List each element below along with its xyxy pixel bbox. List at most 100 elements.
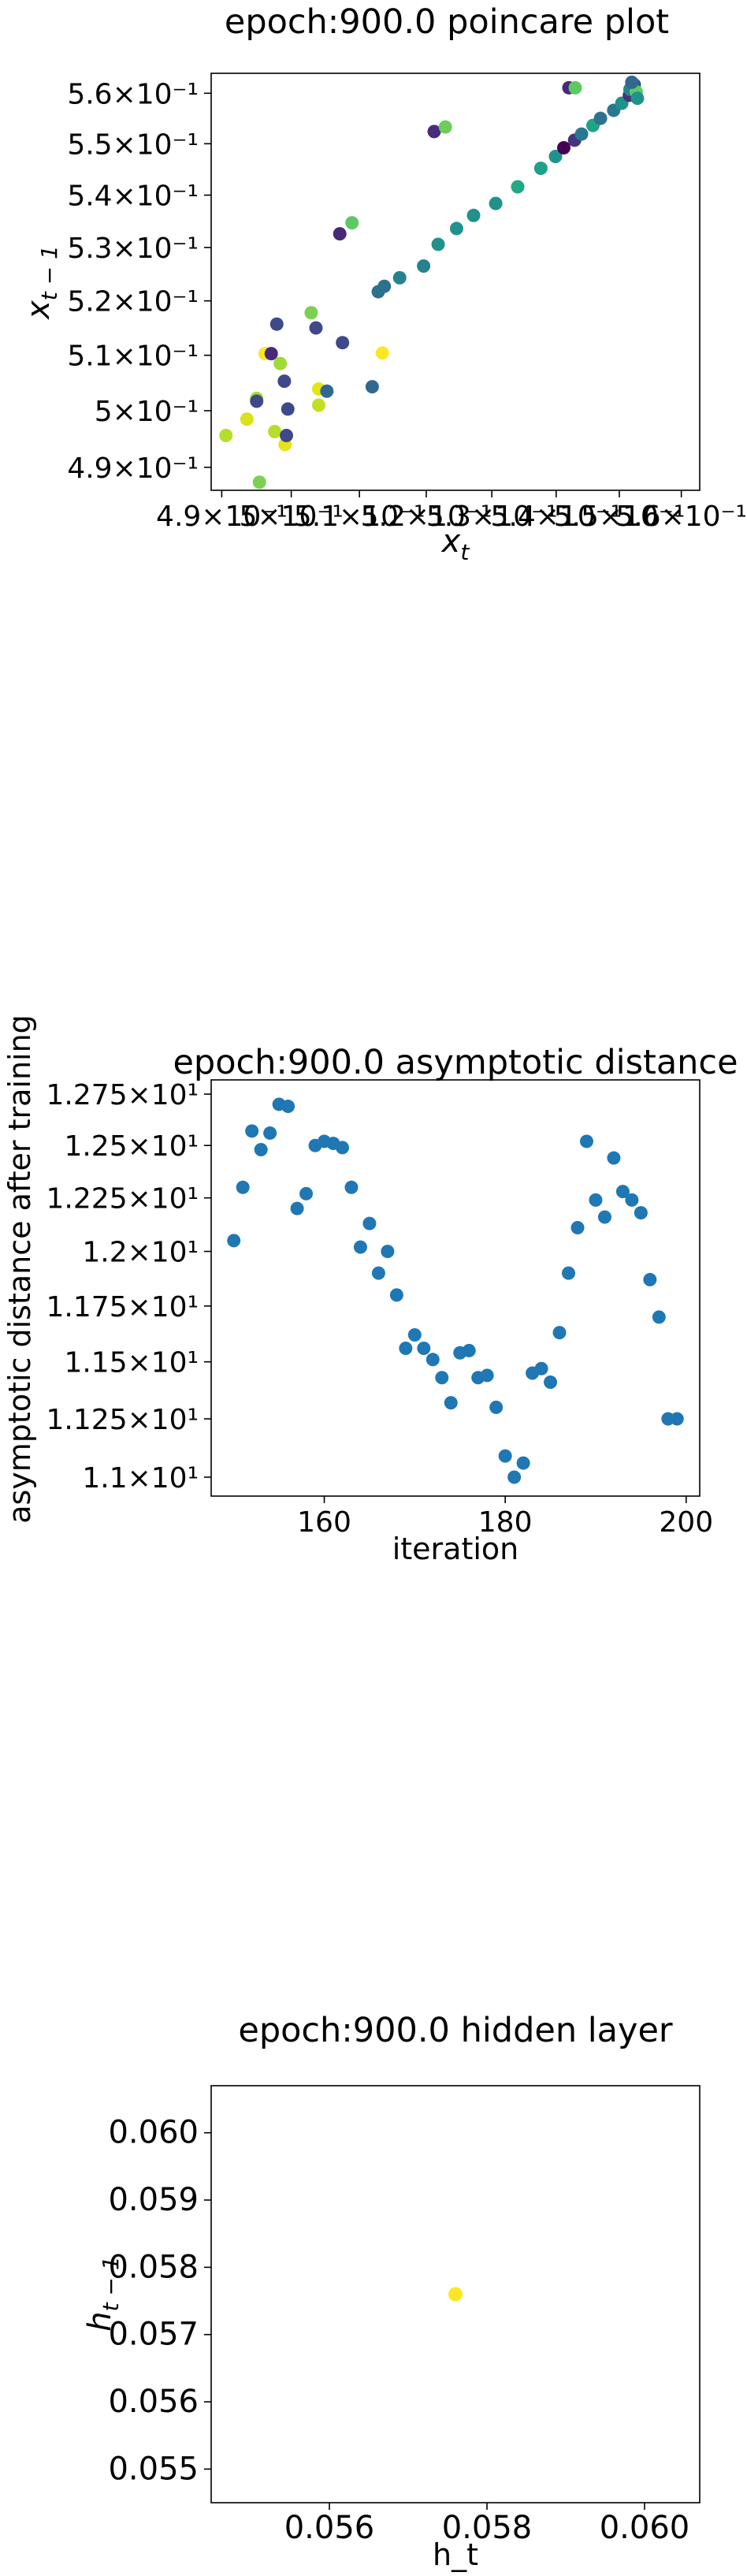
scatter-point bbox=[309, 321, 323, 335]
scatter-point bbox=[311, 398, 325, 412]
scatter-point bbox=[489, 1400, 504, 1414]
poincare-y-label-group: xt − 1 bbox=[20, 245, 62, 321]
scatter-point bbox=[290, 1201, 304, 1215]
scatter-point bbox=[466, 208, 481, 222]
x-tick-label: 5.1×10⁻¹ bbox=[294, 501, 426, 533]
asymptotic-distance-chart: epoch:900.0 asymptotic distance 1.1×10¹ 1… bbox=[2, 1014, 738, 1566]
x-tick-label: 4.9×10⁻¹ bbox=[156, 501, 288, 533]
y-tick-label: 1.125×10¹ bbox=[46, 1404, 199, 1436]
scatter-point bbox=[597, 1210, 611, 1224]
x-tick-label: 0.056 bbox=[284, 2510, 375, 2546]
y-tick-label: 1.2×10¹ bbox=[82, 1237, 199, 1269]
scatter-point bbox=[417, 1342, 431, 1356]
scatter-point bbox=[245, 1124, 259, 1138]
scatter-point bbox=[448, 2287, 463, 2302]
scatter-point bbox=[240, 412, 254, 426]
scatter-point bbox=[615, 1185, 630, 1199]
scatter-point bbox=[344, 1180, 359, 1194]
scatter-point bbox=[534, 1361, 548, 1375]
x-tick-label: 5.4×10⁻¹ bbox=[490, 501, 622, 533]
scatter-point bbox=[389, 1288, 403, 1302]
scatter-point bbox=[263, 1126, 277, 1140]
scatter-point bbox=[227, 1234, 241, 1248]
scatter-point bbox=[254, 1142, 268, 1156]
hidden-x-label: h_t bbox=[433, 2537, 478, 2572]
scatter-point bbox=[417, 259, 431, 274]
y-tick-label: 1.225×10¹ bbox=[46, 1183, 199, 1215]
scatter-point bbox=[269, 317, 284, 331]
x-tick-label: 5.6×10⁻¹ bbox=[615, 501, 747, 533]
scatter-point bbox=[589, 1193, 603, 1207]
scatter-point bbox=[431, 237, 445, 251]
y-tick-label: 1.1×10¹ bbox=[82, 1462, 199, 1495]
hidden-x-ticks: 0.056 0.058 0.060 bbox=[284, 2503, 690, 2546]
scatter-point bbox=[498, 1449, 512, 1463]
scatter-point bbox=[236, 1180, 250, 1194]
scatter-point bbox=[277, 374, 292, 389]
asymptotic-title: epoch:900.0 asymptotic distance bbox=[173, 1043, 738, 1082]
y-tick-label: 1.15×10¹ bbox=[64, 1347, 199, 1379]
scatter-point bbox=[607, 1151, 621, 1165]
poincare-y-label: xt − 1 bbox=[20, 245, 62, 321]
y-tick-label: 0.055 bbox=[108, 2451, 199, 2487]
scatter-point bbox=[533, 161, 548, 175]
scatter-point bbox=[489, 196, 503, 210]
scatter-point bbox=[444, 1396, 458, 1410]
scatter-point bbox=[365, 380, 379, 394]
scatter-point bbox=[381, 1245, 395, 1259]
y-tick-label: 1.275×10¹ bbox=[46, 1079, 199, 1111]
y-tick-label: 1.25×10¹ bbox=[64, 1130, 199, 1163]
scatter-point bbox=[362, 1216, 377, 1230]
asymptotic-x-ticks: 160 180 200 bbox=[297, 1496, 713, 1539]
scatter-point bbox=[264, 347, 278, 361]
scatter-point bbox=[299, 1186, 314, 1201]
scatter-point bbox=[281, 1100, 295, 1114]
scatter-point bbox=[280, 428, 294, 442]
scatter-point bbox=[670, 1412, 684, 1426]
y-tick-label: 0.059 bbox=[108, 2182, 199, 2218]
scatter-point bbox=[427, 125, 441, 139]
poincare-chart: epoch:900.0 poincare plot 4.9×10⁻¹5×10⁻¹… bbox=[20, 2, 747, 565]
scatter-point bbox=[435, 1371, 449, 1385]
hidden-layer-chart: epoch:900.0 hidden layer 0.055 0.056 0.057… bbox=[82, 2011, 701, 2572]
scatter-point bbox=[304, 306, 318, 320]
poincare-points bbox=[219, 75, 645, 490]
hidden-title: epoch:900.0 hidden layer bbox=[238, 2011, 673, 2050]
x-tick-label: 5.5×10⁻¹ bbox=[554, 501, 686, 533]
scatter-point bbox=[407, 1327, 422, 1342]
y-tick-label: 5×10⁻¹ bbox=[95, 396, 199, 428]
hidden-y-label: ht − 1 bbox=[82, 2256, 124, 2331]
y-tick-label: 5.3×10⁻¹ bbox=[67, 233, 199, 265]
scatter-point bbox=[250, 394, 264, 408]
scatter-point bbox=[252, 475, 266, 490]
scatter-point bbox=[219, 428, 233, 442]
scatter-point bbox=[568, 80, 582, 95]
scatter-point bbox=[579, 1134, 593, 1148]
scatter-point bbox=[273, 356, 288, 370]
scatter-point bbox=[375, 346, 389, 360]
scatter-point bbox=[333, 227, 347, 241]
x-tick-label: 200 bbox=[659, 1506, 713, 1539]
scatter-point bbox=[643, 1272, 657, 1286]
asymptotic-plot-frame bbox=[210, 1079, 701, 1497]
poincare-y-ticks: 4.9×10⁻¹ 5×10⁻¹ 5.1×10⁻¹ 5.2×10⁻¹ 5.3×10⁻¹ 5.… bbox=[67, 78, 211, 485]
x-tick-label: 160 bbox=[297, 1506, 351, 1539]
x-tick-label: 5×10⁻¹ bbox=[239, 501, 343, 533]
asymptotic-y-label: asymptotic distance after training bbox=[2, 1014, 37, 1524]
scatter-point bbox=[548, 150, 563, 164]
scatter-point bbox=[652, 1310, 666, 1324]
scatter-point bbox=[371, 1266, 385, 1280]
scatter-point bbox=[335, 1141, 349, 1155]
x-tick-label: 5.2×10⁻¹ bbox=[361, 501, 492, 533]
scatter-point bbox=[377, 279, 392, 293]
y-tick-label: 5.1×10⁻¹ bbox=[67, 341, 199, 373]
x-tick-label: 0.060 bbox=[600, 2510, 690, 2546]
poincare-title: epoch:900.0 poincare plot bbox=[225, 2, 669, 42]
asymptotic-x-label: iteration bbox=[392, 1532, 519, 1566]
hidden-y-label-group: ht − 1 bbox=[82, 2256, 124, 2331]
y-tick-label: 5.6×10⁻¹ bbox=[67, 78, 199, 110]
scatter-point bbox=[625, 75, 639, 89]
hidden-points bbox=[448, 2287, 463, 2302]
y-tick-label: 5.5×10⁻¹ bbox=[67, 128, 199, 161]
